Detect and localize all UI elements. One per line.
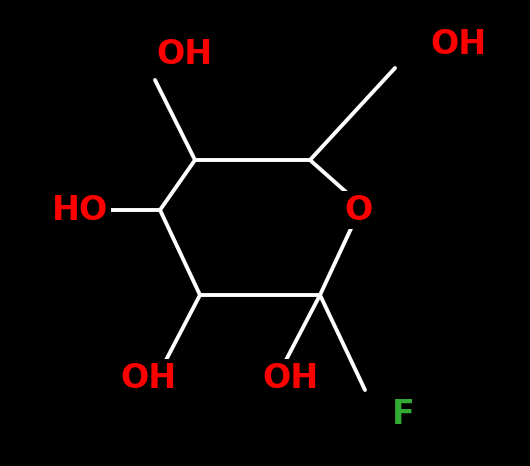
- Text: F: F: [392, 398, 415, 432]
- Text: OH: OH: [157, 39, 213, 71]
- Text: HO: HO: [52, 193, 108, 226]
- Text: OH: OH: [430, 28, 486, 62]
- Text: OH: OH: [262, 362, 318, 395]
- Text: O: O: [344, 193, 372, 226]
- Text: OH: OH: [120, 362, 176, 395]
